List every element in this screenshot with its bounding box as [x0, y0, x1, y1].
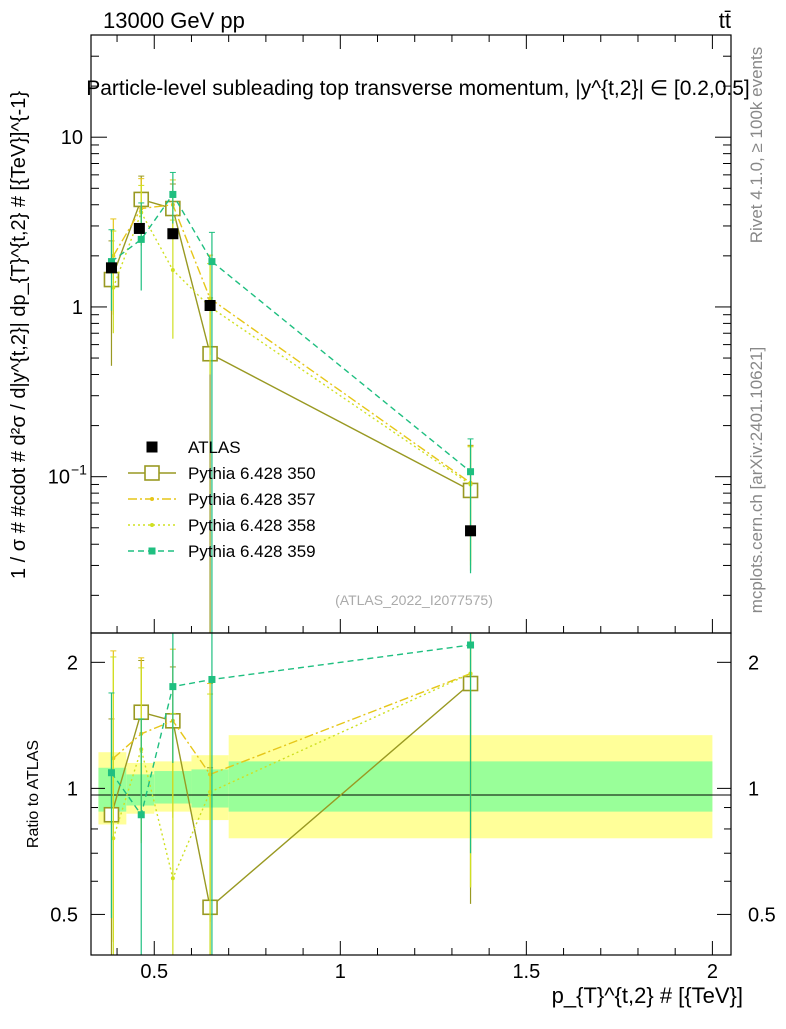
uncertainty-bands [98, 735, 713, 839]
atlas-point [204, 299, 216, 311]
ratio-panel: 0.5 1 1.5 2 0.5 0.5 1 1 2 2 Ratio to ATLAS [25, 632, 776, 983]
ratio-point [467, 641, 475, 649]
legend-entry: Pythia 6.428 357 [128, 490, 316, 509]
legend-entry: ATLAS [146, 438, 241, 457]
legend-marker [148, 547, 156, 555]
data-point [208, 258, 216, 266]
x-tick-label: 1.5 [512, 961, 540, 983]
legend: ATLAS Pythia 6.428 350 Pythia 6.428 357 Pyt… [128, 438, 316, 561]
legend-label: Pythia 6.428 358 [188, 516, 316, 535]
y-tick-label: 1 [72, 297, 83, 319]
legend-label: ATLAS [188, 438, 241, 457]
main-data-layer [103, 171, 479, 633]
header-energy: 13000 GeV pp [103, 8, 245, 33]
chart-title: Particle-level subleading top transverse… [86, 77, 750, 100]
data-point [169, 190, 177, 198]
legend-label: Pythia 6.428 350 [188, 464, 316, 483]
legend-marker [150, 523, 154, 527]
series-line [112, 203, 471, 484]
data-point [467, 468, 475, 476]
ratio-axis-ticks: 0.5 1 1.5 2 0.5 0.5 1 1 2 2 [50, 652, 776, 983]
series-line [111, 193, 471, 473]
atlas-point [133, 222, 145, 234]
ratio-series-p359 [107, 632, 475, 955]
ratio-tick-label: 0.5 [50, 904, 78, 926]
ratio-point [111, 836, 116, 841]
atlas-point [167, 228, 179, 240]
x-tick-label: 1 [335, 961, 346, 983]
ratio-frame [90, 632, 732, 956]
header-process: tt̄ [719, 8, 731, 33]
legend-marker [150, 497, 154, 501]
y-axis-label: 1 / σ # #cdot # d²σ / d|y^{t,2}| dp_{T}^… [8, 91, 30, 579]
mcplots-label: mcplots.cern.ch [arXiv:2401.10621] [747, 347, 766, 613]
ratio-data-layer [103, 632, 479, 955]
x-axis-label: p_{T}^{t,2} # [{TeV}] [552, 983, 743, 1008]
legend-entry: Pythia 6.428 350 [128, 464, 316, 483]
ratio-tick-label-right: 1 [748, 778, 759, 800]
atlas-point [105, 262, 117, 274]
y-tick-label: 10 [61, 127, 83, 149]
band-inner [126, 774, 155, 806]
ratio-point [208, 675, 216, 683]
y-tick-label: 10 [48, 467, 70, 489]
atlas-point [465, 525, 477, 537]
ratio-point [107, 769, 115, 777]
main-frame [90, 34, 732, 634]
ratio-point [208, 790, 213, 795]
y-tick-exponent: −1 [71, 462, 87, 478]
ratio-y-axis-label: Ratio to ATLAS [25, 740, 42, 848]
series-line [112, 210, 471, 486]
ratio-tick-label: 1 [67, 778, 78, 800]
series-line [110, 198, 471, 492]
ratio-tick-label-right: 2 [748, 652, 759, 674]
series-p359 [107, 171, 475, 633]
ratio-point [137, 811, 145, 819]
ratio-tick-label: 2 [67, 652, 78, 674]
analysis-watermark: (ATLAS_2022_I2077575) [335, 592, 493, 608]
legend-marker [144, 465, 160, 481]
x-tick-label: 2 [707, 961, 718, 983]
series-p350 [103, 175, 479, 633]
ratio-tick-label-right: 0.5 [748, 904, 776, 926]
x-tick-label: 0.5 [140, 961, 168, 983]
series-atlas [105, 222, 477, 537]
legend-entry: Pythia 6.428 359 [128, 542, 316, 561]
rivet-version-label: Rivet 4.1.0, ≥ 100k events [747, 47, 766, 243]
legend-label: Pythia 6.428 359 [188, 542, 316, 561]
data-point [111, 285, 116, 290]
legend-entry: Pythia 6.428 358 [128, 516, 316, 535]
ratio-point [169, 683, 177, 691]
legend-label: Pythia 6.428 357 [188, 490, 316, 509]
data-point [137, 235, 145, 243]
ratio-point [170, 876, 175, 881]
data-point [107, 258, 115, 266]
data-point [170, 268, 175, 273]
legend-marker [146, 441, 158, 453]
